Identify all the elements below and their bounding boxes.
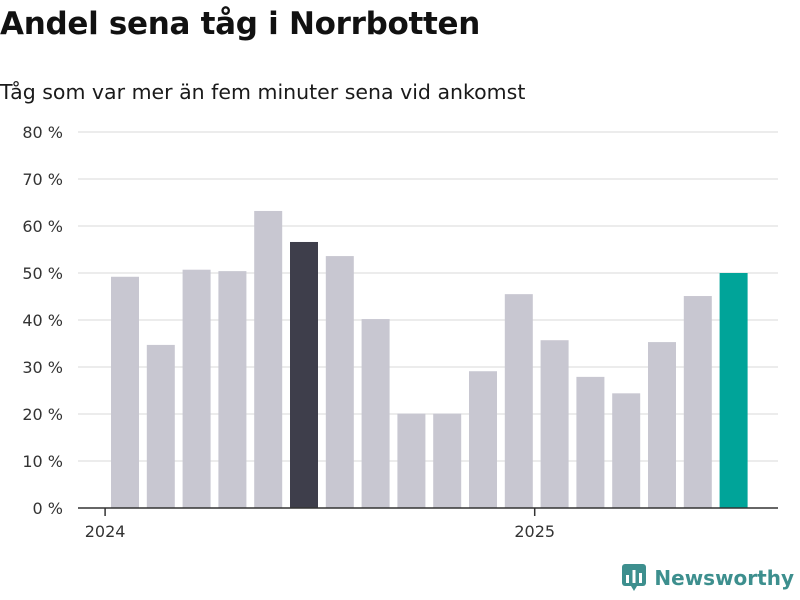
y-tick-label: 60 % (22, 217, 63, 236)
bar (683, 296, 712, 508)
chart-subtitle: Tåg som var mer än fem minuter sena vid … (0, 80, 526, 104)
bar (576, 376, 605, 508)
y-tick-label: 20 % (22, 405, 63, 424)
x-tick-label: 2024 (85, 522, 126, 541)
bar (146, 344, 175, 508)
bar (612, 393, 641, 508)
bar (254, 210, 283, 508)
bar (218, 271, 247, 508)
bar (111, 276, 139, 508)
y-tick-label: 40 % (22, 311, 63, 330)
y-tick-label: 80 % (22, 123, 63, 142)
chart-title: Andel sena tåg i Norrbotten (0, 6, 481, 42)
bar (397, 413, 426, 508)
bar (433, 413, 462, 508)
bar (290, 241, 318, 509)
y-tick-label: 0 % (33, 499, 63, 518)
brand-name: Newsworthy (654, 566, 794, 590)
y-tick-label: 50 % (22, 264, 63, 283)
bar (504, 294, 533, 508)
bar (325, 256, 354, 508)
bar (719, 273, 748, 508)
y-tick-label: 10 % (22, 452, 63, 471)
bar (182, 269, 211, 508)
bar (540, 340, 569, 508)
newsworthy-logo-icon (622, 564, 647, 591)
bar (469, 371, 497, 508)
brand-logo: Newsworthy (622, 564, 794, 592)
x-tick-label: 2025 (514, 522, 555, 541)
y-tick-label: 70 % (22, 170, 63, 189)
bar (648, 342, 676, 508)
bar (361, 319, 390, 508)
y-tick-label: 30 % (22, 358, 63, 377)
